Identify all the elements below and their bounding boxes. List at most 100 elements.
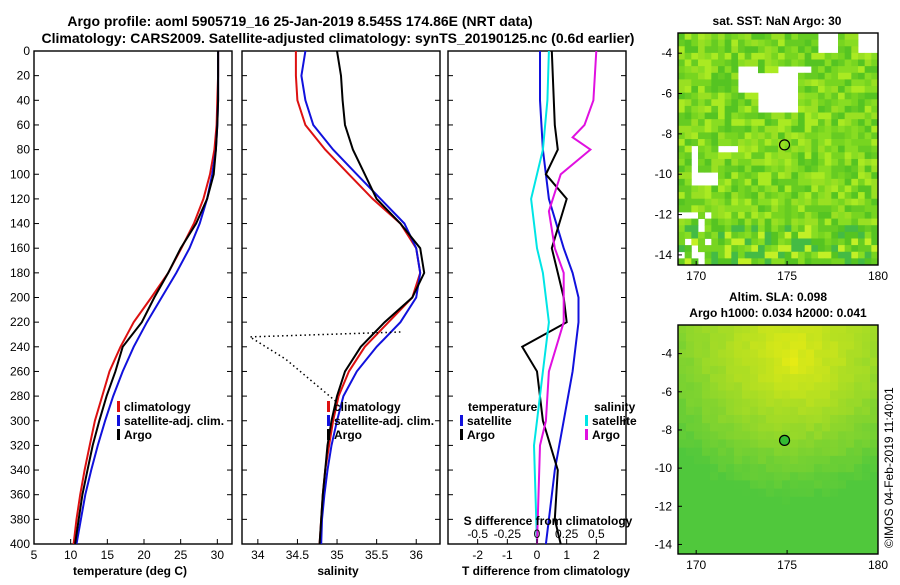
sst-cell <box>811 112 819 120</box>
sst-cell <box>684 105 692 113</box>
sst-cell <box>784 251 792 259</box>
sst-cell <box>858 211 866 219</box>
y-tick-label: 400 <box>10 537 30 551</box>
sst-cell <box>724 59 732 67</box>
sla-cell <box>678 333 687 342</box>
sst-cell <box>691 119 699 127</box>
sla-cell <box>798 480 807 489</box>
sla-cell <box>798 521 807 530</box>
sla-cell <box>686 423 695 432</box>
sst-cell <box>731 46 739 54</box>
sst-cell <box>864 72 872 80</box>
sst-cell <box>851 72 859 80</box>
sst-cell <box>751 158 759 166</box>
sla-cell <box>734 496 743 506</box>
sst-cell <box>804 105 812 113</box>
sla-cell <box>822 341 831 350</box>
sst-cell <box>798 46 806 54</box>
sst-cell <box>771 185 779 193</box>
sst-cell <box>691 132 699 140</box>
sst-cell <box>758 205 766 213</box>
sst-cell <box>838 52 846 60</box>
s-tick-label: 0.25 <box>555 527 579 541</box>
sst-cell <box>698 139 706 147</box>
sst-cell <box>804 245 812 253</box>
sst-cell <box>864 86 872 94</box>
sst-cell <box>724 125 732 133</box>
sla-cell <box>854 341 863 350</box>
sst-cell <box>711 251 719 259</box>
sla-cell <box>750 439 759 449</box>
sla-cell <box>758 545 767 555</box>
sst-cell <box>724 165 732 173</box>
sla-cell <box>766 333 775 342</box>
sst-cell <box>684 33 692 41</box>
s-tick-label: 0.5 <box>588 527 605 541</box>
sst-cell <box>798 52 806 60</box>
sla-cell <box>686 341 695 350</box>
sla-cell <box>686 349 695 359</box>
sst-cell <box>844 132 852 140</box>
sla-cell <box>782 382 791 391</box>
sst-cell <box>818 178 826 186</box>
sla-cell <box>774 545 783 555</box>
sst-cell <box>818 92 826 100</box>
sst-cell <box>798 112 806 120</box>
sla-cell <box>718 521 727 530</box>
sla-cell <box>854 480 863 489</box>
sst-cell <box>684 145 692 153</box>
sla-cell <box>798 357 807 367</box>
sla-cell <box>758 357 767 367</box>
sst-cell <box>731 79 739 87</box>
sla-cell <box>862 357 871 367</box>
sst-cell <box>724 192 732 200</box>
legend-swatch-satellite <box>327 415 330 426</box>
sst-cell <box>684 119 692 127</box>
sst-cell <box>718 165 726 173</box>
sla-cell <box>678 480 687 489</box>
sst-cell <box>844 198 852 206</box>
sla-cell <box>734 521 743 530</box>
sst-cell <box>851 178 859 186</box>
sst-cell <box>751 39 759 47</box>
sla-cell <box>790 333 799 342</box>
sst-cell <box>831 139 839 147</box>
sst-cell <box>824 211 832 219</box>
sla-cell <box>790 480 799 489</box>
sla-cell <box>766 390 775 400</box>
sst-cell <box>738 105 746 113</box>
sla-cell <box>822 423 831 432</box>
sla-cell <box>710 423 719 432</box>
sst-cell <box>704 225 712 233</box>
sst-cell <box>758 218 766 226</box>
sst-cell <box>798 79 806 87</box>
sst-cell <box>804 145 812 153</box>
sst-cell <box>871 165 879 173</box>
sla-cell <box>678 513 687 522</box>
sst-cell <box>758 251 766 259</box>
sst-cell <box>858 225 866 233</box>
sla-cell <box>806 529 815 539</box>
sla-cell <box>790 423 799 432</box>
sla-cell <box>870 537 879 547</box>
sst-cell <box>764 125 772 133</box>
sla-cell <box>790 521 799 530</box>
sla-cell <box>742 504 751 514</box>
sst-cell <box>784 211 792 219</box>
legend-label-s-argo: Argo <box>592 428 620 442</box>
sla-cell <box>710 480 719 489</box>
sla-cell <box>694 349 703 359</box>
sla-cell <box>814 357 823 367</box>
sst-cell <box>758 185 766 193</box>
sst-cell <box>798 125 806 133</box>
sla-cell <box>702 537 711 547</box>
sla-cell <box>686 398 695 408</box>
sst-cell <box>791 178 799 186</box>
sst-cell <box>684 205 692 213</box>
sla-cell <box>782 537 791 547</box>
series-line-satellite-adj-clim- <box>75 51 220 544</box>
sla-cell <box>870 496 879 506</box>
sla-cell <box>814 325 823 334</box>
sst-cell <box>751 119 759 127</box>
sst-cell <box>871 172 879 180</box>
